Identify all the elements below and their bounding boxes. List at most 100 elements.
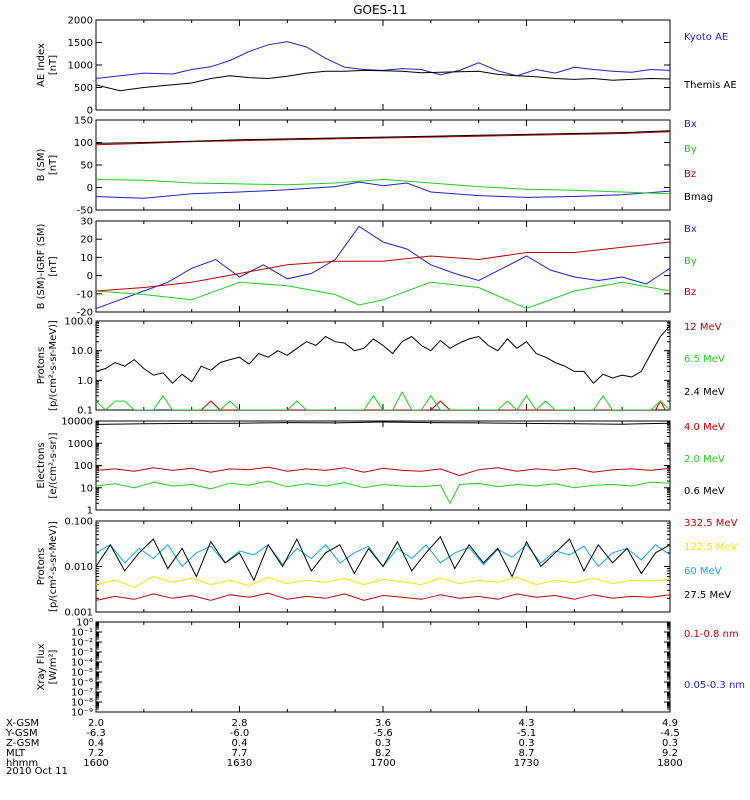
- x-tick-label: 8.2: [375, 748, 391, 759]
- legend-entry: 27.5 MeV: [684, 590, 731, 601]
- series-line-12-mev: [200, 400, 666, 410]
- y-tick-label: 10⁻⁴: [71, 658, 93, 669]
- x-tick-label: 9.2: [662, 748, 678, 759]
- legend-entry: 0.05-0.3 nm: [684, 680, 745, 691]
- y-tick-label: 10⁻³: [71, 648, 93, 659]
- y-tick-label: 0: [87, 106, 93, 117]
- x-tick-label: -5.1: [517, 728, 537, 739]
- x-tick-label: 8.7: [519, 748, 535, 759]
- series-line-themis-ae: [96, 69, 670, 92]
- y-tick-label: 30: [80, 217, 93, 228]
- y-axis-label: Protons: [36, 347, 47, 384]
- panel-1: 0 500 1000 1500 2000 AE Index [nT] Kyoto AE Them…: [36, 16, 737, 117]
- y-tick-label: 10: [80, 253, 93, 264]
- date-label: 2010 Oct 11: [6, 766, 68, 777]
- x-row-label: hhmm: [6, 758, 38, 769]
- series-line-122-5-mev: [96, 576, 670, 588]
- panel-2: -50 0 50 100 150 B (SM) [nT] Bx By Bz Bmag: [36, 116, 713, 217]
- series-line-kyoto-ae: [96, 41, 670, 79]
- legend-entry: Bmag: [684, 192, 713, 203]
- series-line-bx: [96, 181, 670, 199]
- y-axis-unit: [e/(cm²-s-sr)]: [48, 432, 59, 498]
- legend-entry: 60 MeV: [684, 566, 722, 577]
- x-row-label: Z-GSM: [6, 738, 39, 749]
- legend-entry: Kyoto AE: [684, 32, 728, 43]
- x-axis-footer: X-GSM 2.0 2.8 3.6 4.3 4.9 Y-GSM -6.3 -6.0 -5.6 -5.…: [5, 718, 683, 769]
- legend-entry: By: [684, 256, 697, 267]
- y-tick-label: 10⁻⁸: [71, 698, 93, 709]
- y-tick-label: 0.010: [64, 562, 93, 573]
- y-tick-label: 10⁻¹: [71, 628, 93, 639]
- panel-frame: [95, 19, 671, 111]
- series-line-by: [96, 281, 670, 310]
- x-tick-label: 2.0: [88, 718, 104, 729]
- y-tick-label: 1.0: [77, 376, 93, 387]
- y-tick-label: 10000: [61, 417, 93, 428]
- series-line-27-5-mev: [96, 535, 670, 582]
- y-tick-label: -20: [77, 308, 93, 319]
- legend-entry: Themis AE: [683, 80, 737, 91]
- y-tick-label: 100.0: [64, 317, 93, 328]
- y-tick-label: 10⁻⁵: [71, 668, 93, 679]
- series-line-2-0-mev: [96, 480, 670, 505]
- panel-frame: [95, 320, 671, 411]
- panel-3: -20 -10 0 10 20 30 B (SM)-IGRF (SM) [nT] Bx By Bz: [36, 217, 697, 319]
- y-axis-unit: [W/m²]: [48, 649, 59, 684]
- series-line-0-6-mev: [96, 421, 670, 425]
- x-tick-label: 0.3: [519, 738, 535, 749]
- y-tick-label: 2000: [68, 16, 93, 27]
- y-tick-label: 50: [80, 161, 93, 172]
- legend-entry: 4.0 MeV: [684, 422, 725, 433]
- y-axis-label: AE Index: [36, 43, 47, 87]
- y-tick-label: 1000: [68, 439, 93, 450]
- y-tick-label: 0.1: [77, 406, 93, 417]
- y-axis-unit: [p/(cm²-s-sr-MeV)]: [48, 521, 59, 612]
- x-tick-label: 2.8: [232, 718, 248, 729]
- y-tick-label: 10⁻⁷: [71, 688, 93, 699]
- x-tick-label: 1700: [370, 758, 395, 769]
- y-tick-label: 20: [80, 235, 93, 246]
- panel-5: 1 10 100 1000 10000 Electrons [e/(cm²-s-sr)] 4.…: [36, 417, 725, 517]
- x-tick-label: 3.6: [375, 718, 391, 729]
- x-tick-label: 1630: [227, 758, 252, 769]
- y-tick-label: 0: [87, 271, 93, 282]
- legend-entry: 0.6 MeV: [684, 486, 725, 497]
- legend-entry: 6.5 MeV: [684, 354, 725, 365]
- y-tick-label: 10.0: [71, 346, 93, 357]
- x-tick-label: 4.9: [662, 718, 678, 729]
- y-tick-label: 1: [87, 506, 93, 517]
- y-tick-label: 0.001: [64, 608, 93, 619]
- x-tick-label: 4.3: [519, 718, 535, 729]
- x-tick-label: -4.5: [660, 728, 680, 739]
- y-tick-label: 0.100: [64, 517, 93, 528]
- panel-frame: [95, 420, 671, 511]
- y-tick-label: 100: [74, 461, 93, 472]
- y-axis-label: B (SM)-IGRF (SM): [36, 224, 47, 310]
- y-tick-label: -10: [77, 289, 93, 300]
- x-tick-label: 0.4: [88, 738, 104, 749]
- x-tick-label: 1800: [657, 758, 682, 769]
- y-tick-label: 10⁰: [76, 618, 93, 629]
- y-axis-unit: [nT]: [48, 256, 59, 276]
- y-tick-label: 1500: [68, 38, 93, 49]
- series-line-bmag: [96, 130, 670, 144]
- legend-entry: Bx: [684, 224, 697, 235]
- x-tick-label: 1600: [83, 758, 108, 769]
- x-row-label: X-GSM: [6, 718, 39, 729]
- x-tick-label: 0.3: [375, 738, 391, 749]
- y-tick-label: -50: [77, 206, 93, 217]
- legend-entry: 332.5 MeV: [684, 518, 738, 529]
- y-tick-label: 1000: [68, 61, 93, 72]
- x-tick-label: 7.2: [88, 748, 104, 759]
- panel-frame: [95, 621, 671, 713]
- series-line-bx: [96, 225, 670, 309]
- series-line-by: [96, 178, 670, 195]
- series-line-2-4-mev: [96, 325, 670, 384]
- legend-entry: 2.4 MeV: [684, 387, 725, 398]
- panel-6: 0.001 0.010 0.100 Protons [p/(cm²-s-sr-MeV)]…: [36, 517, 738, 619]
- legend-entry: By: [684, 144, 697, 155]
- legend-entry: Bz: [684, 287, 696, 298]
- y-tick-label: 500: [74, 83, 93, 94]
- x-tick-label: 0.3: [662, 738, 678, 749]
